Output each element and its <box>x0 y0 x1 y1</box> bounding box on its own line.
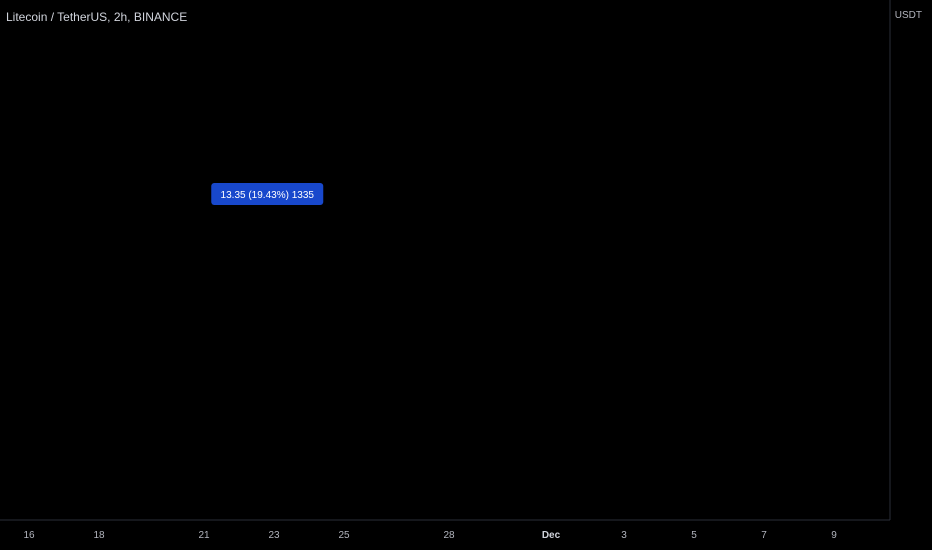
time-tick-label: 25 <box>338 530 350 541</box>
time-tick-label: 16 <box>23 530 35 541</box>
time-tick-label: 7 <box>761 530 767 541</box>
time-tick-label: Dec <box>542 530 561 541</box>
annotation-labels: 13.35 (19.43%) 1335 <box>211 183 324 205</box>
symbol-title: Litecoin / TetherUS, 2h, BINANCE <box>6 10 188 24</box>
price-axis: 100.0092.0087.0082.0070.0066.0063.0060.0… <box>889 0 891 520</box>
time-axis: 16 18 21 23 25 28 Dec 3 5 7 9 <box>0 519 890 541</box>
time-tick-label: 21 <box>198 530 210 541</box>
time-tick-label: 28 <box>443 530 455 541</box>
time-tick-label: 23 <box>268 530 280 541</box>
time-tick-label: 3 <box>621 530 627 541</box>
time-tick-label: 18 <box>93 530 105 541</box>
measure-label-bg <box>211 183 324 205</box>
time-tick-label: 5 <box>691 530 697 541</box>
time-tick-label: 9 <box>831 530 837 541</box>
currency-label[interactable]: USDT <box>894 10 922 21</box>
measure-label: 13.35 (19.43%) 1335 <box>221 190 315 201</box>
